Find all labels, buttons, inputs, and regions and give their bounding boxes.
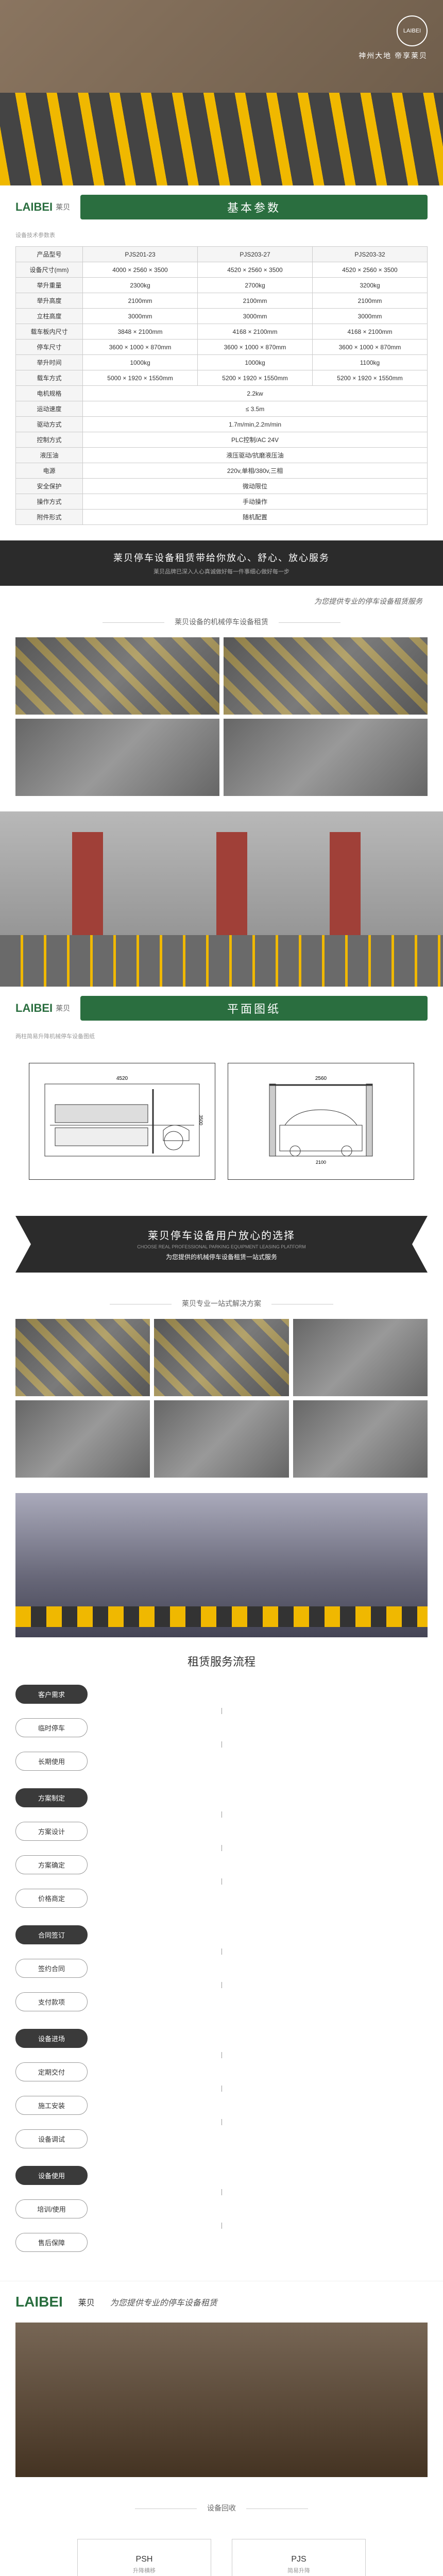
spec-title-bar: LAIBEI 莱贝 基本参数 [0,185,443,229]
flow-step: 方案确定 [15,1855,88,1874]
spec-row: 电机规格2.2kw [16,386,428,401]
flow-section: 租赁服务流程 客户需求临时停车长期使用方案制定方案设计方案确定价格商定合同签订签… [0,1637,443,2281]
banner-choice: 莱贝停车设备用户放心的选择 CHOOSE REAL PROFESSIONAL P… [15,1216,428,1273]
flow-step: 支付款项 [15,1992,88,2011]
recycle-tab[interactable]: PJS简易升降﹀ [232,2539,366,2576]
flow-step: 方案设计 [15,1822,88,1841]
banner-choice-en: CHOOSE REAL PROFESSIONAL PARKING EQUIPME… [15,1244,428,1249]
section-title-spec: 基本参数 [80,195,428,219]
drawing-front: 2560 2100 [228,1063,414,1180]
flow-step: 价格商定 [15,1889,88,1908]
divider-2: 莱贝专业一站式解决方案 [0,1288,443,1319]
brand-mark: LAIBEI [15,200,53,214]
spec-row: 立柱高度3000mm3000mm3000mm [16,309,428,324]
section-title-drawing: 平面图纸 [80,996,428,1021]
spec-note: 设备技术参数表 [0,229,443,241]
flow-group: 客户需求 [15,1685,88,1704]
banner-trust-script: 为您提供专业的停车设备租赁服务 [0,596,443,606]
spec-row: 驱动方式1.7m/min,2.2m/min [16,417,428,432]
flow-title: 租赁服务流程 [15,1653,428,1669]
spec-row: 液压油液压驱动/抗磨液压油 [16,448,428,463]
brand-badge: LAIBEI [397,15,428,46]
footer-brand-bar: LAIBEI 莱贝 为您提供专业的停车设备租赁 [0,2281,443,2323]
recycle-section: 设备回收 PSH升降横移﹀PJS简易升降﹀ ———★莱贝设备的部分客户案例★——… [0,2477,443,2576]
spec-row: 电源220v,单相/380v,三相 [16,463,428,479]
divider-1: 莱贝设备的机械停车设备租赁 [0,606,443,637]
footer-brand-cn: 莱贝 [78,2296,95,2308]
brand-cn: 莱贝 [56,202,70,212]
spec-header: PJS203-32 [313,247,428,262]
drawing-side: 4520 3500 [29,1063,215,1180]
banner-trust-sub: 莱贝品牌已深入人心真诚做好每一件事细心做好每一步 [0,567,443,575]
spec-row: 载车方式5000 × 1920 × 1550mm5200 × 1920 × 15… [16,370,428,386]
hero-tagline: 神州大地 帝享莱贝 [359,50,428,61]
spec-row: 举升高度2100mm2100mm2100mm [16,293,428,309]
svg-text:3500: 3500 [198,1115,203,1125]
spec-row: 运动速度≤ 3.5m [16,401,428,417]
banner-choice-sub: 为您提供的机械停车设备租赁一站式服务 [15,1252,428,1261]
photo-grid-2 [0,1319,443,1493]
banner-trust-main: 莱贝停车设备租赁带给你放心、舒心、放心服务 [0,551,443,564]
spec-row: 设备尺寸(mm)4000 × 2560 × 35004520 × 2560 × … [16,262,428,278]
spec-row: 安全保护微动限位 [16,479,428,494]
flow-step: 长期使用 [15,1752,88,1771]
spec-row: 停车尺寸3600 × 1000 × 870mm3600 × 1000 × 870… [16,340,428,355]
hero-photo-1: LAIBEI 神州大地 帝享莱贝 [0,0,443,185]
flow-group: 设备进场 [15,2029,88,2048]
spec-row: 举升时间1000kg1000kg1100kg [16,355,428,370]
flow-step: 设备调试 [15,2129,88,2148]
flow-group: 设备使用 [15,2166,88,2185]
drawing-title-bar: LAIBEI 莱贝 平面图纸 [0,987,443,1030]
recycle-title: 设备回收 [15,2493,428,2523]
flow-group: 合同签订 [15,1925,88,1944]
spec-row: 附件形式随机配置 [16,510,428,525]
recycle-tab[interactable]: PSH升降横移﹀ [77,2539,211,2576]
footer-logo: LAIBEI [15,2294,63,2310]
flow-step: 培训/使用 [15,2199,88,2218]
banner-trust: 莱贝停车设备租赁带给你放心、舒心、放心服务 莱贝品牌已深入人心真诚做好每一件事细… [0,540,443,586]
spec-table: 产品型号PJS201-23PJS203-27PJS203-32 设备尺寸(mm)… [15,246,428,525]
spec-header: 产品型号 [16,247,83,262]
drawings: 4520 3500 2560 2100 [0,1042,443,1200]
flow-step: 施工安装 [15,2096,88,2115]
svg-text:4520: 4520 [116,1076,128,1081]
footer-slogan: 为您提供专业的停车设备租赁 [110,2296,217,2308]
spec-header: PJS203-27 [198,247,313,262]
hero-photo-4 [15,2323,428,2477]
banner-choice-main: 莱贝停车设备用户放心的选择 [15,1227,428,1242]
flow-step: 临时停车 [15,1718,88,1737]
svg-text:2560: 2560 [315,1076,327,1081]
svg-text:2100: 2100 [316,1160,326,1165]
flow-step: 定期交付 [15,2062,88,2081]
spec-row: 举升重量2300kg2700kg3200kg [16,278,428,293]
hero-photo-3 [15,1493,428,1637]
flow-step: 签约合同 [15,1959,88,1978]
spec-row: 载车板内尺寸3848 × 2100mm4168 × 2100mm4168 × 2… [16,324,428,340]
hero-photo-2 [0,811,443,987]
spec-row: 操作方式手动操作 [16,494,428,510]
spec-row: 控制方式PLC控制/AC 24V [16,432,428,448]
flow-step: 售后保障 [15,2233,88,2252]
flow-group: 方案制定 [15,1788,88,1807]
photo-grid-1 [0,637,443,811]
drawing-note: 两柱简易升降机械停车设备图纸 [0,1030,443,1042]
spec-header: PJS201-23 [83,247,198,262]
